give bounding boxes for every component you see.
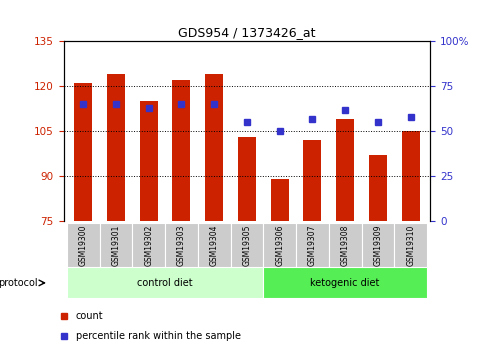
Text: control diet: control diet (137, 278, 192, 288)
Bar (270, 179, 288, 221)
Text: GSM19301: GSM19301 (111, 224, 120, 266)
Bar (263, 267, 426, 298)
Bar (205, 74, 223, 221)
Bar (328, 223, 361, 267)
Bar (393, 223, 426, 267)
Bar (165, 223, 198, 267)
Bar (172, 80, 190, 221)
Bar (368, 155, 386, 221)
Text: percentile rank within the sample: percentile rank within the sample (76, 331, 240, 341)
Bar (238, 137, 255, 221)
Bar (401, 131, 419, 221)
Text: GSM19304: GSM19304 (209, 224, 218, 266)
Bar (335, 119, 353, 221)
Bar (361, 223, 393, 267)
Text: GSM19310: GSM19310 (406, 224, 414, 266)
Text: GSM19302: GSM19302 (144, 224, 153, 266)
Bar (107, 74, 125, 221)
Text: GSM19306: GSM19306 (275, 224, 284, 266)
Bar (100, 223, 132, 267)
Text: GSM19305: GSM19305 (242, 224, 251, 266)
Bar (230, 223, 263, 267)
Title: GDS954 / 1373426_at: GDS954 / 1373426_at (178, 26, 315, 39)
Text: GSM19303: GSM19303 (177, 224, 185, 266)
Bar (303, 140, 321, 221)
Text: GSM19307: GSM19307 (307, 224, 316, 266)
Bar (132, 223, 165, 267)
Text: GSM19308: GSM19308 (340, 224, 349, 266)
Bar (140, 101, 158, 221)
Text: protocol: protocol (0, 278, 38, 288)
Text: GSM19300: GSM19300 (79, 224, 87, 266)
Bar (263, 223, 295, 267)
Text: GSM19309: GSM19309 (373, 224, 382, 266)
Text: count: count (76, 311, 103, 321)
Text: ketogenic diet: ketogenic diet (310, 278, 379, 288)
Bar (67, 267, 263, 298)
Bar (67, 223, 100, 267)
Bar (198, 223, 230, 267)
Bar (74, 83, 92, 221)
Bar (295, 223, 328, 267)
